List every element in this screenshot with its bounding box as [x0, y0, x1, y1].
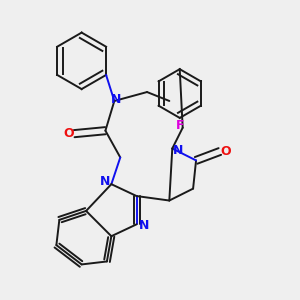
Text: N: N [172, 143, 183, 157]
Text: O: O [63, 127, 74, 140]
Text: F: F [176, 119, 184, 132]
Text: N: N [100, 175, 110, 188]
Text: O: O [220, 145, 230, 158]
Text: N: N [139, 219, 149, 232]
Text: N: N [111, 93, 121, 106]
